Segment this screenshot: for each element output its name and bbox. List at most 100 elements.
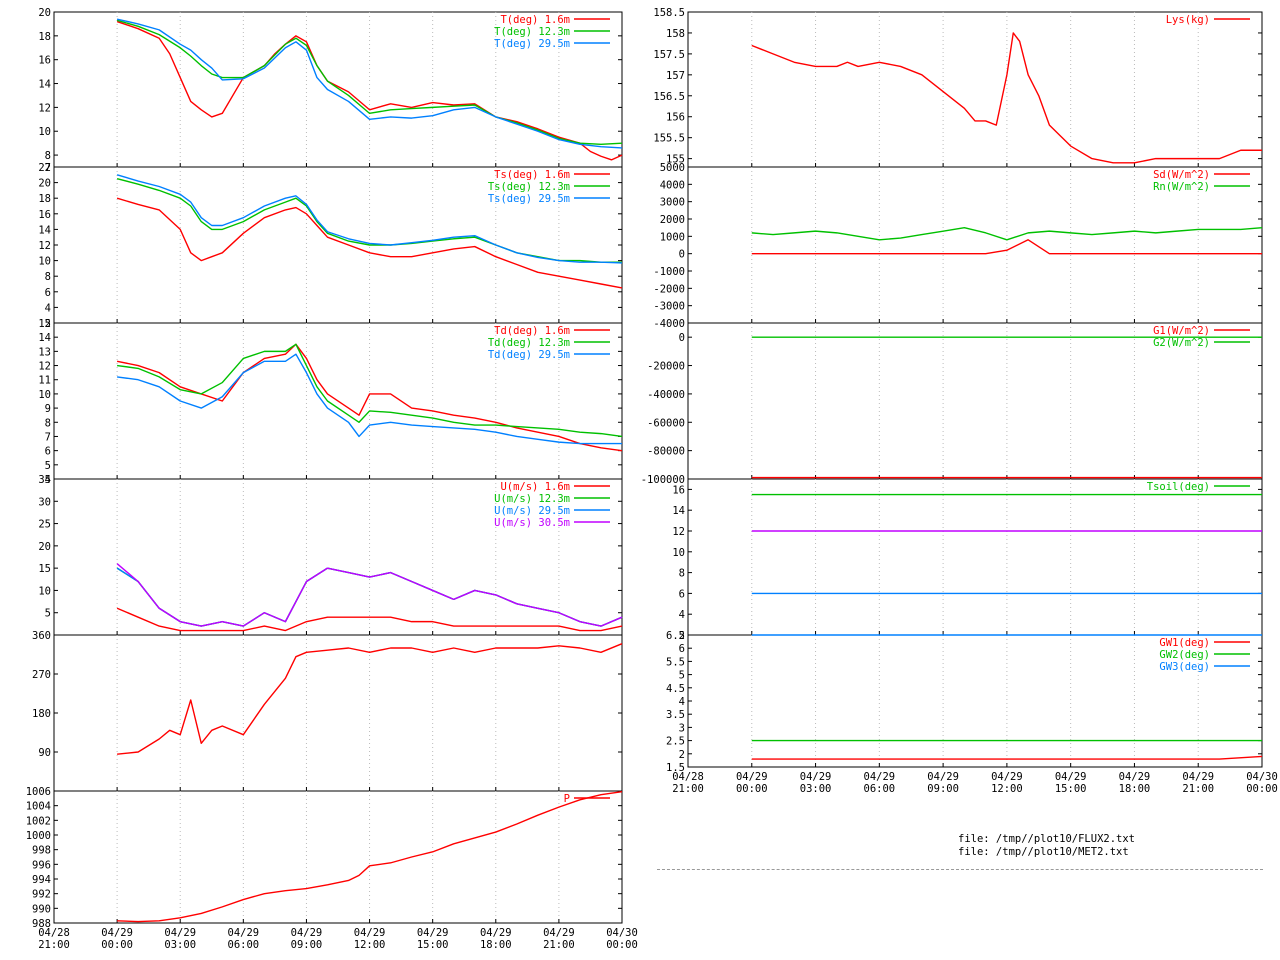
y-tick-label: -20000 bbox=[647, 361, 685, 373]
y-tick-label: 22 bbox=[38, 162, 51, 174]
legend-label: Ts(deg) 12.3m bbox=[488, 181, 570, 193]
x-tick-label-time: 12:00 bbox=[991, 783, 1023, 795]
x-tick-label-time: 18:00 bbox=[480, 939, 512, 951]
x-tick-label-time: 15:00 bbox=[417, 939, 449, 951]
y-tick-label: 4 bbox=[45, 474, 51, 486]
x-tick-label-time: 03:00 bbox=[164, 939, 196, 951]
y-tick-label: 2 bbox=[45, 318, 51, 330]
legend-label: Lys(kg) bbox=[1166, 14, 1210, 26]
y-tick-label: 15 bbox=[38, 563, 51, 575]
y-tick-label: 994 bbox=[32, 874, 51, 886]
x-tick-label-time: 03:00 bbox=[800, 783, 832, 795]
y-tick-label: 2 bbox=[679, 630, 685, 642]
y-tick-label: 155.5 bbox=[653, 133, 685, 145]
x-tick-label-time: 00:00 bbox=[736, 783, 768, 795]
y-tick-label: 90 bbox=[38, 747, 51, 759]
y-tick-label: 14 bbox=[38, 332, 51, 344]
y-tick-label: 1000 bbox=[26, 830, 51, 842]
y-tick-label: 6 bbox=[45, 446, 51, 458]
y-tick-label: 5.5 bbox=[666, 656, 685, 668]
series-line-Td-2 bbox=[117, 353, 622, 445]
x-tick-label-date: 04/29 bbox=[354, 927, 386, 939]
panel-G: 0 -20000 -40000 -60000 -80000 -100000 G1(W/m^2… bbox=[641, 322, 1263, 486]
series-line-Lys-0 bbox=[751, 32, 1262, 164]
y-tick-label: 16 bbox=[38, 55, 51, 67]
y-tick-label: 11 bbox=[38, 375, 51, 387]
x-tick-label-time: 09:00 bbox=[927, 783, 959, 795]
y-tick-label: 4.5 bbox=[666, 683, 685, 695]
x-tick-label-date: 04/29 bbox=[291, 927, 323, 939]
legend-label: Sd(W/m^2) bbox=[1153, 169, 1210, 181]
x-tick-label-date: 04/29 bbox=[1182, 771, 1214, 783]
legend-label: U(m/s) 1.6m bbox=[500, 481, 570, 493]
y-tick-label: 158 bbox=[666, 28, 685, 40]
y-tick-label: 5 bbox=[45, 608, 51, 620]
series-line-Ts-2 bbox=[116, 174, 623, 264]
x-tick-label-date: 04/28 bbox=[672, 771, 704, 783]
y-tick-label: -2000 bbox=[653, 283, 685, 295]
y-tick-label: 25 bbox=[38, 519, 51, 531]
panel-frame bbox=[687, 11, 1263, 168]
y-tick-label: -40000 bbox=[647, 389, 685, 401]
legend-label: Ts(deg) 1.6m bbox=[494, 169, 570, 181]
y-tick-label: 1.5 bbox=[666, 762, 685, 774]
legend-label: U(m/s) 30.5m bbox=[494, 517, 570, 529]
y-tick-label: 156 bbox=[666, 112, 685, 124]
series-line-P-0 bbox=[117, 791, 623, 923]
x-tick-label-date: 04/29 bbox=[991, 771, 1023, 783]
y-tick-label: 20 bbox=[38, 178, 51, 190]
y-tick-label: 12 bbox=[672, 526, 685, 538]
y-tick-label: 996 bbox=[32, 859, 51, 871]
y-tick-label: 2000 bbox=[660, 214, 685, 226]
y-tick-label: 14 bbox=[672, 505, 685, 517]
y-tick-label: 1004 bbox=[26, 801, 51, 813]
y-tick-label: 988 bbox=[32, 918, 51, 930]
y-tick-label: 15 bbox=[38, 318, 51, 330]
legend-label: T(deg) 29.5m bbox=[494, 38, 570, 50]
y-tick-label: -4000 bbox=[653, 318, 685, 330]
y-tick-label: 180 bbox=[32, 708, 51, 720]
x-tick-label-time: 00:00 bbox=[101, 939, 133, 951]
y-tick-label: 270 bbox=[32, 669, 51, 681]
legend-label: T(deg) 1.6m bbox=[500, 14, 570, 26]
x-tick-label-time: 06:00 bbox=[864, 783, 896, 795]
y-tick-label: 4000 bbox=[660, 179, 685, 191]
series-line-T-1 bbox=[116, 19, 623, 146]
legend-label: G2(W/m^2) bbox=[1153, 337, 1210, 349]
y-tick-label: 6 bbox=[679, 643, 685, 655]
legend-label: GW2(deg) bbox=[1159, 649, 1210, 661]
legend-label: Td(deg) 1.6m bbox=[494, 325, 570, 337]
y-tick-label: 20 bbox=[38, 7, 51, 19]
y-tick-label: 3 bbox=[679, 722, 685, 734]
y-tick-label: 1002 bbox=[26, 815, 51, 827]
panel-P: 1006 1004 1002 1000 998 996 994 992 990 988 P 04/28… bbox=[26, 786, 638, 951]
panel-T: 20 18 16 14 12 10 87 T(deg) 1.6mT(deg) 12.3mT(d… bbox=[38, 7, 623, 174]
series-line-U-3 bbox=[116, 563, 623, 627]
x-tick-label-date: 04/29 bbox=[417, 927, 449, 939]
dashed-divider bbox=[657, 869, 1263, 870]
y-tick-label: -60000 bbox=[647, 417, 685, 429]
y-tick-label: 992 bbox=[32, 889, 51, 901]
y-tick-label: 14 bbox=[38, 224, 51, 236]
y-tick-label: 4 bbox=[679, 696, 685, 708]
legend-label: T(deg) 12.3m bbox=[494, 26, 570, 38]
panel-frame bbox=[53, 790, 623, 924]
x-tick-label-time: 09:00 bbox=[291, 939, 323, 951]
x-tick-label-date: 04/29 bbox=[480, 927, 512, 939]
file-list: file: /tmp//plot10/FLUX2.txt file: /tmp/… bbox=[958, 833, 1135, 859]
x-tick-label-date: 04/29 bbox=[1119, 771, 1151, 783]
series-line-GW-0 bbox=[751, 755, 1263, 760]
x-tick-label-time: 21:00 bbox=[672, 783, 704, 795]
x-tick-label-time: 00:00 bbox=[1246, 783, 1278, 795]
y-tick-label: 360 bbox=[32, 630, 51, 642]
series-line-Wd-0 bbox=[117, 643, 623, 755]
file-path-flux: file: /tmp//plot10/FLUX2.txt bbox=[958, 833, 1136, 845]
legend-label: Tsoil(deg) bbox=[1147, 481, 1210, 493]
y-tick-label: 18 bbox=[38, 31, 51, 43]
y-tick-label: 6.5 bbox=[666, 630, 685, 642]
legend-label: GW1(deg) bbox=[1159, 637, 1210, 649]
y-tick-label: 5 bbox=[45, 460, 51, 472]
